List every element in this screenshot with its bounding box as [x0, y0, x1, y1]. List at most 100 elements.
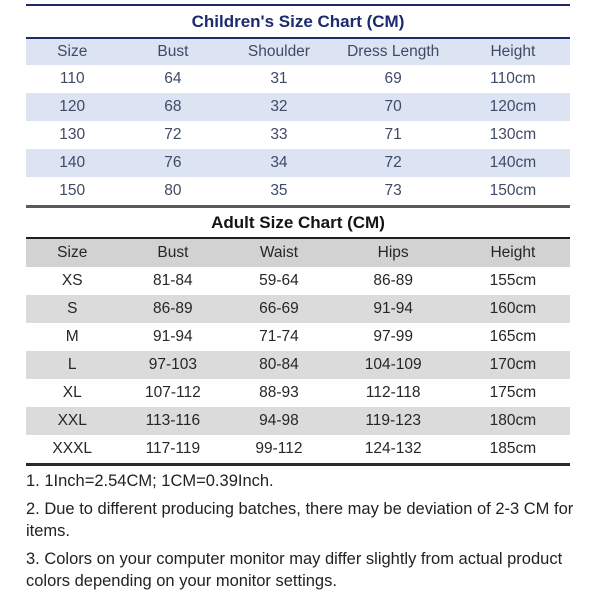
table-cell: 120	[59, 98, 86, 115]
adult-size-chart-section: Adult Size Chart (CM) Size Bust Waist Hips H…	[26, 208, 570, 463]
table-row: S 86-89 66-69 91-94 160cm	[26, 295, 570, 323]
column-header: Hips	[330, 239, 456, 267]
table-cell: 72	[384, 154, 402, 171]
column-header: Waist	[227, 239, 331, 267]
table-cell: 97-103	[148, 356, 197, 373]
table-cell: 110cm	[490, 70, 536, 87]
table-cell: 119-123	[365, 412, 422, 429]
table-cell: 72	[164, 126, 182, 143]
table-cell: 130	[59, 126, 86, 143]
section-divider-rule	[26, 205, 570, 208]
table-cell: 150	[59, 182, 86, 199]
adult-title-rule	[26, 237, 570, 239]
table-cell: 86-89	[153, 300, 193, 317]
table-row: M 91-94 71-74 97-99 165cm	[26, 323, 570, 351]
table-cell: L	[67, 356, 77, 373]
table-cell: 110	[59, 70, 85, 87]
table-cell: 180cm	[489, 412, 537, 429]
table-row: XL 107-112 88-93 112-118 175cm	[26, 379, 570, 407]
table-cell: 86-89	[373, 272, 413, 289]
children-chart-title: Children's Size Chart (CM)	[191, 11, 405, 31]
table-cell: 70	[384, 98, 402, 115]
table-cell: 97-99	[373, 328, 413, 345]
table-cell: 185cm	[489, 440, 537, 457]
table-row: 120 68 32 70 120cm	[26, 93, 570, 121]
note-item: 2. Due to different producing batches, t…	[26, 500, 574, 540]
table-cell: 69	[384, 70, 402, 87]
children-title-rule	[26, 37, 570, 39]
table-cell: 71	[384, 126, 402, 143]
table-cell: M	[65, 328, 79, 345]
table-row: 110 64 31 69 110cm	[26, 65, 570, 93]
table-row: 130 72 33 71 130cm	[26, 121, 570, 149]
column-header: Dress Length	[330, 39, 456, 65]
table-cell: 150cm	[489, 182, 537, 199]
adult-size-table: Size Bust Waist Hips Height XS 81-84 59-64 86-89…	[26, 239, 570, 463]
column-header: Size	[26, 39, 119, 65]
table-cell: 33	[270, 126, 288, 143]
table-cell: 120cm	[489, 98, 537, 115]
table-cell: 64	[164, 70, 182, 87]
table-cell: XXXL	[52, 440, 93, 457]
table-cell: 31	[270, 70, 288, 87]
table-cell: XS	[61, 272, 83, 289]
table-cell: 165cm	[489, 328, 537, 345]
top-rule	[26, 4, 570, 6]
table-cell: 68	[164, 98, 182, 115]
table-cell: 59-64	[259, 272, 299, 289]
table-cell: 170cm	[489, 356, 537, 373]
table-cell: XL	[62, 384, 82, 401]
column-header: Shoulder	[227, 39, 331, 65]
table-cell: 80	[164, 182, 182, 199]
table-cell: 66-69	[259, 300, 299, 317]
column-header: Height	[455, 239, 570, 267]
table-row: XXL 113-116 94-98 119-123 180cm	[26, 407, 570, 435]
table-cell: 130cm	[489, 126, 537, 143]
column-header: Bust	[118, 239, 228, 267]
children-size-table: Size Bust Shoulder Dress Length Height 110 64 3…	[26, 39, 570, 205]
table-row: XS 81-84 59-64 86-89 155cm	[26, 267, 570, 295]
table-row: 150 80 35 73 150cm	[26, 177, 570, 205]
table-row: 140 76 34 72 140cm	[26, 149, 570, 177]
table-cell: 117-119	[145, 440, 201, 457]
header-row: Size Bust Shoulder Dress Length Height	[26, 39, 570, 65]
table-cell: 35	[270, 182, 288, 199]
table-cell: 140cm	[489, 154, 537, 171]
table-cell: 73	[384, 182, 402, 199]
table-cell: 32	[270, 98, 288, 115]
table-cell: 34	[270, 154, 288, 171]
table-cell: S	[67, 300, 78, 317]
table-cell: 175cm	[489, 384, 537, 401]
table-cell: 112-118	[365, 384, 421, 401]
note-item: 3. Colors on your computer monitor may d…	[26, 550, 563, 590]
table-cell: XXL	[57, 412, 87, 429]
note-item: 1. 1Inch=2.54CM; 1CM=0.39Inch.	[26, 472, 274, 490]
table-cell: 91-94	[373, 300, 413, 317]
table-cell: 80-84	[259, 356, 299, 373]
table-cell: 71-74	[259, 328, 299, 345]
table-cell: 124-132	[364, 440, 422, 457]
column-header: Bust	[118, 39, 228, 65]
notes-divider-rule	[26, 463, 570, 466]
column-header: Height	[455, 39, 570, 65]
table-cell: 94-98	[259, 412, 299, 429]
header-row: Size Bust Waist Hips Height	[26, 239, 570, 267]
table-row: XXXL 117-119 99-112 124-132 185cm	[26, 435, 570, 463]
table-cell: 160cm	[489, 300, 537, 317]
children-size-chart-section: Children's Size Chart (CM) Size Bust Shoul…	[26, 6, 570, 205]
table-cell: 140	[59, 154, 86, 171]
table-cell: 113-116	[145, 412, 201, 429]
table-cell: 91-94	[153, 328, 193, 345]
table-cell: 76	[164, 154, 182, 171]
adult-chart-title: Adult Size Chart (CM)	[211, 212, 385, 232]
table-cell: 99-112	[255, 440, 303, 457]
table-cell: 107-112	[145, 384, 201, 401]
table-cell: 104-109	[364, 356, 422, 373]
table-cell: 81-84	[153, 272, 193, 289]
notes-section: 1. 1Inch=2.54CM; 1CM=0.39Inch. 2. Due to …	[26, 471, 574, 592]
table-cell: 155cm	[489, 272, 537, 289]
column-header: Size	[26, 239, 119, 267]
table-cell: 88-93	[259, 384, 299, 401]
table-row: L 97-103 80-84 104-109 170cm	[26, 351, 570, 379]
